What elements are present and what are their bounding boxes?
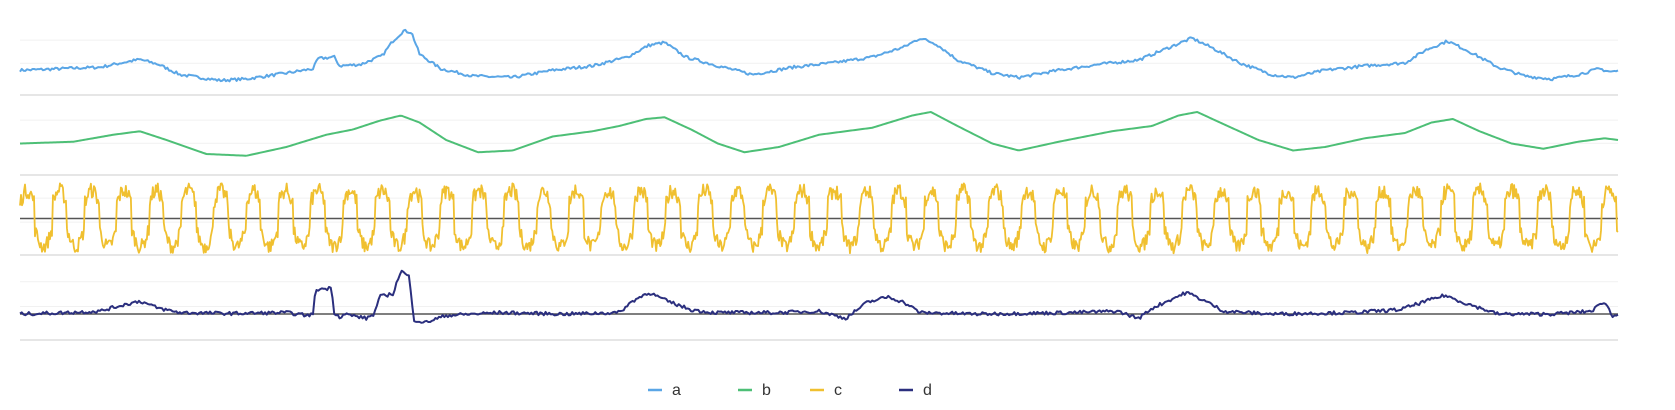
- legend-label-c: c: [834, 382, 842, 399]
- legend-label-a: a: [672, 382, 681, 399]
- series-line-b: [19, 111, 1619, 157]
- legend-label-b: b: [762, 382, 771, 399]
- series-line-d: [19, 269, 1619, 324]
- legend-item-b[interactable]: b: [738, 382, 771, 399]
- legend-item-d[interactable]: d: [899, 382, 932, 399]
- grid-lines: [20, 39, 1618, 341]
- legend-item-a[interactable]: a: [648, 382, 681, 399]
- baselines: [20, 217, 1618, 315]
- legend-label-d: d: [923, 382, 932, 399]
- legend: a b c d: [648, 382, 932, 399]
- legend-item-c[interactable]: c: [810, 382, 842, 399]
- series-line-a: [19, 28, 1619, 83]
- series-line-c: [19, 182, 1619, 255]
- series-lines: [19, 28, 1619, 324]
